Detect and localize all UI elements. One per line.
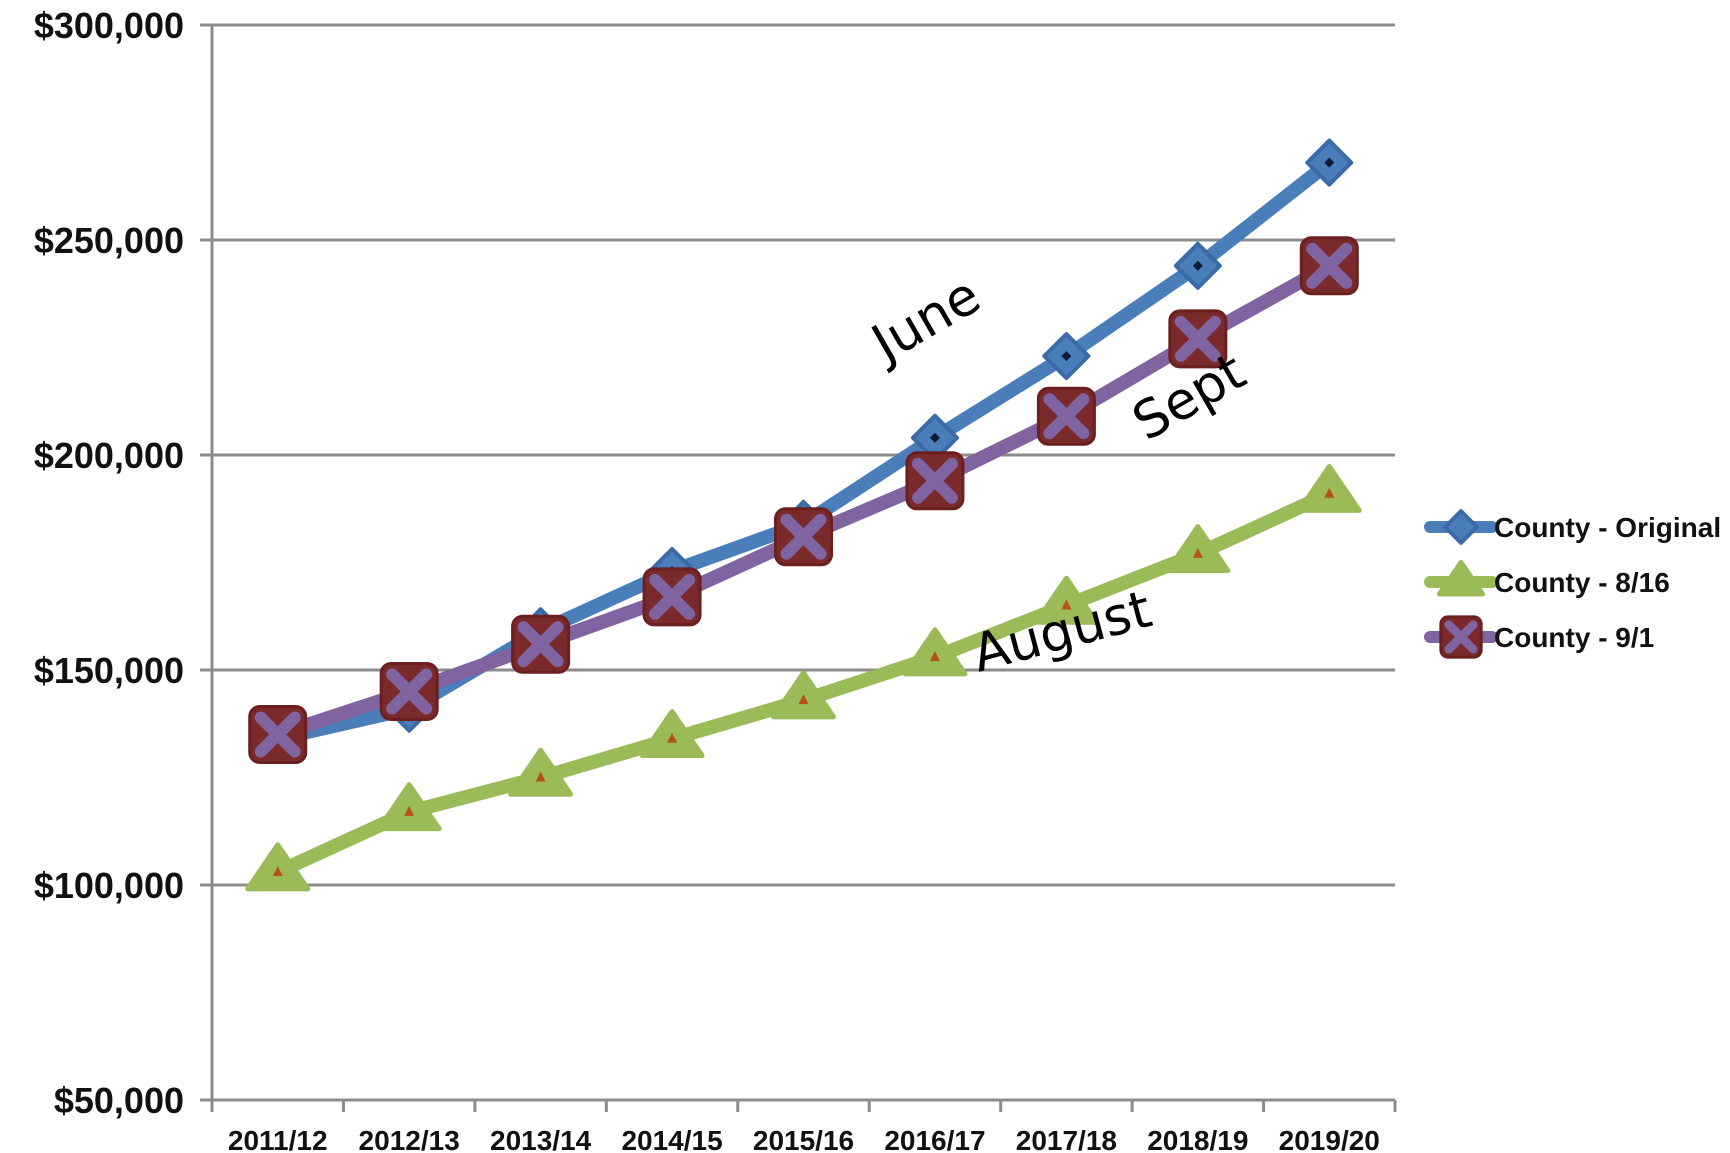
marker-center <box>1061 351 1072 362</box>
series-line <box>270 155 1337 746</box>
y-tick-label: $250,000 <box>34 220 184 261</box>
legend: County - Original County - 8/16 County - 9… <box>1424 509 1721 659</box>
marker-center <box>929 432 940 443</box>
x-tick-label: 2016/17 <box>884 1125 985 1153</box>
y-tick-label: $100,000 <box>34 865 184 906</box>
marker-center <box>1324 487 1335 498</box>
marker-cross <box>1306 242 1353 289</box>
marker-center <box>667 732 678 743</box>
x-tick-label: 2012/13 <box>359 1125 460 1153</box>
marker-center <box>798 694 809 705</box>
y-tick-label: $50,000 <box>54 1080 184 1121</box>
marker-center <box>272 866 283 877</box>
legend-item: County - 8/16 <box>1424 559 1670 598</box>
legend-label: County - 8/16 <box>1494 567 1670 598</box>
x-tick-labels: 2011/12 2012/13 2013/14 2014/15 2015/16 2016/… <box>228 1125 1380 1153</box>
x-tick-label: 2018/19 <box>1147 1125 1248 1153</box>
marker-center <box>1324 157 1335 168</box>
y-tick-label: $150,000 <box>34 650 184 691</box>
y-tick-labels: $300,000 $250,000 $200,000 $150,000 $100,000… <box>34 5 184 1121</box>
series-1 <box>270 155 1337 746</box>
marker-cross <box>780 513 827 560</box>
marker-triangle <box>1436 559 1486 597</box>
x-tick-label: 2017/18 <box>1016 1125 1117 1153</box>
annotation-label: June <box>860 266 991 376</box>
marker-cross <box>254 711 301 758</box>
legend-label: County - 9/1 <box>1494 622 1654 653</box>
x-tick-label: 2019/20 <box>1279 1125 1380 1153</box>
legend-label: County - Original <box>1494 512 1721 543</box>
marker-cross <box>1043 393 1090 440</box>
series-group <box>245 138 1362 892</box>
series-markers-3 <box>248 236 1359 764</box>
marker-center <box>404 805 415 816</box>
marker-center <box>929 651 940 662</box>
x-tick-label: 2013/14 <box>490 1125 592 1153</box>
x-tick-label: 2014/15 <box>621 1125 722 1153</box>
marker-diamond <box>1443 509 1479 545</box>
y-tick-label: $200,000 <box>34 435 184 476</box>
gridlines <box>212 23 1395 887</box>
series-markers-2 <box>245 463 1362 892</box>
axes <box>200 23 1397 1112</box>
x-tick-label: 2015/16 <box>753 1125 854 1153</box>
marker-center <box>1061 599 1072 610</box>
marker-cross <box>517 621 564 668</box>
marker-cross <box>1444 620 1478 654</box>
x-tick-label: 2011/12 <box>228 1125 328 1153</box>
marker-center <box>1192 260 1203 271</box>
marker-cross <box>649 573 696 620</box>
y-tick-label: $300,000 <box>34 5 184 46</box>
marker-center <box>535 771 546 782</box>
legend-item: County - Original <box>1424 509 1721 545</box>
marker-cross <box>911 457 958 504</box>
marker-cross <box>1174 315 1221 362</box>
marker-center <box>1192 547 1203 558</box>
legend-item: County - 9/1 <box>1424 615 1654 659</box>
marker-cross <box>386 668 433 715</box>
